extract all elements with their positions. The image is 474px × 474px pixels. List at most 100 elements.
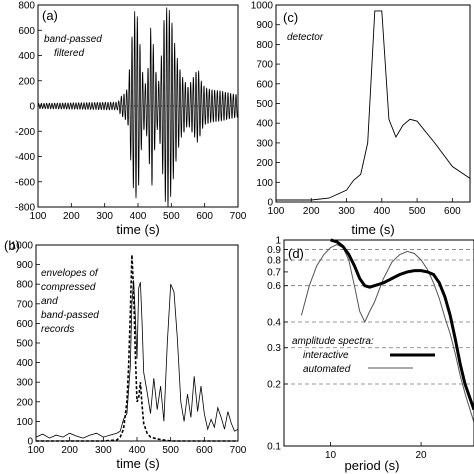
panel-b-x-tick-label: 200 — [61, 445, 78, 456]
panel-b-y-tick-label: 1000 — [11, 241, 34, 252]
panel-b-x-tick-label: 300 — [95, 445, 112, 456]
panel-d-y-tick-label: 0.3 — [267, 343, 281, 354]
panel-b-dashed-envelope — [36, 254, 238, 442]
panel-a: 100 200 300 400 500 600 700 -800 -600 -400 -200 0 2… — [15, 1, 247, 238]
panel-c-x-tick-label: 600 — [444, 206, 461, 217]
panel-c-y-tick-label: 0 — [267, 198, 273, 209]
panel-b-y-tick-label: 0 — [27, 437, 33, 448]
panel-c-annotation: detector — [287, 32, 324, 43]
panel-c-y-tick-label: 300 — [256, 138, 273, 149]
panel-a-x-tick-label: 300 — [96, 211, 113, 222]
panel-a-x-axis-label: time (s) — [116, 222, 159, 237]
panel-b-y-tick-label: 200 — [16, 397, 33, 408]
panel-a-annotation-line-1: band-passed — [44, 34, 102, 45]
panel-a-x-tick-label: 600 — [196, 211, 213, 222]
panel-b-y-tick-label: 800 — [16, 280, 33, 291]
panel-b-y-tick-label: 400 — [16, 358, 33, 369]
panel-b-y-tick-label: 600 — [16, 319, 33, 330]
panel-d-y-tick-label: 0.2 — [267, 379, 281, 390]
panel-c: 100 200 300 400 500 600 010020030040050060070… — [251, 1, 471, 237]
panel-a-y-tick-label: 200 — [18, 76, 35, 87]
panel-a-y-tick-label: 0 — [29, 102, 35, 113]
panel-d-label: (d) — [288, 246, 304, 261]
panel-a-x-tick-label: 500 — [163, 211, 180, 222]
panel-d-legend-label-automated: automated — [303, 364, 351, 375]
panel-b-annotation-line-1: envelopes of — [41, 268, 99, 279]
panel-d: 10 20 0.1 0.2 0.3 0.4 0.6 0.70.80.91 (d) ampli… — [267, 236, 474, 473]
panel-d-frame — [283, 239, 474, 447]
panel-d-legend-title: amplitude spectra: — [292, 336, 374, 347]
panel-c-y-tick-label: 700 — [256, 60, 273, 71]
panel-a-y-tick-label: -400 — [15, 152, 35, 163]
panel-c-x-tick-label: 500 — [409, 206, 426, 217]
panel-c-x-tick-label: 400 — [373, 206, 390, 217]
panel-d-y-ticks: 0.1 0.2 0.3 0.4 0.6 0.70.80.91 — [267, 236, 288, 453]
panel-a-y-tick-label: 400 — [18, 51, 35, 62]
panel-d-interactive-curve — [330, 238, 474, 411]
panel-d-x-tick-label: 20 — [416, 450, 428, 461]
panel-d-y-tick-label: 0.9 — [267, 245, 281, 256]
panel-d-y-tick-label: 0.1 — [267, 442, 281, 453]
panel-d-y-tick-label: 1 — [275, 236, 281, 247]
panel-c-detector-curve — [276, 10, 471, 201]
panel-b-y-tick-label: 900 — [16, 260, 33, 271]
panel-b-x-tick-label: 700 — [230, 445, 247, 456]
panel-a-y-tick-label: 800 — [18, 1, 35, 12]
panel-b-y-ticks: 0 100 200 300 400 500 600 700 800 900 1000 — [11, 241, 40, 448]
panel-c-y-tick-label: 600 — [256, 79, 273, 90]
panel-b-x-tick-label: 100 — [28, 445, 45, 456]
panel-d-x-tick-label: 10 — [325, 450, 337, 461]
panel-c-label: (c) — [283, 10, 298, 25]
panel-a-annotation-line-2: filtered — [54, 48, 84, 59]
panel-b-annotation-line-3: and — [41, 296, 58, 307]
panel-d-y-tick-label: 0.8 — [267, 255, 281, 266]
panel-b-solid-envelope — [35, 280, 239, 439]
panel-c-x-tick-label: 300 — [338, 206, 355, 217]
panel-d-y-tick-label: 0.7 — [267, 267, 281, 278]
panel-a-y-tick-label: -800 — [15, 203, 35, 214]
panel-d-y-tick-label: 0.6 — [267, 281, 281, 292]
panel-a-x-tick-label: 100 — [30, 211, 47, 222]
panel-b-x-tick-label: 600 — [196, 445, 213, 456]
panel-b-x-tick-label: 400 — [129, 445, 146, 456]
panel-a-x-ticks: 100 200 300 400 500 600 700 — [30, 203, 247, 222]
panel-b-x-ticks: 100 200 300 400 500 600 700 — [28, 437, 247, 456]
panel-a-y-tick-label: -200 — [15, 127, 35, 138]
panel-b: 100 200 300 400 500 600 700 010020030040050060… — [4, 238, 247, 471]
panel-b-x-axis-label: time (s) — [116, 456, 159, 471]
panel-b-annotation-line-2: compressed — [41, 282, 96, 293]
panel-b-x-tick-label: 500 — [162, 445, 179, 456]
panel-b-y-tick-label: 300 — [16, 378, 33, 389]
panel-c-y-tick-label: 900 — [256, 20, 273, 31]
panel-c-y-tick-label: 200 — [256, 158, 273, 169]
panel-a-x-tick-label: 700 — [230, 211, 247, 222]
panel-b-y-tick-label: 500 — [16, 339, 33, 350]
panel-b-y-tick-label: 100 — [16, 417, 33, 428]
panel-a-y-ticks: -800 -600 -400 -200 0 200 400 600 800 — [15, 1, 42, 214]
panel-a-waveform — [37, 7, 239, 208]
panel-b-y-tick-label: 700 — [16, 299, 33, 310]
panel-c-y-tick-label: 800 — [256, 40, 273, 51]
panel-c-x-axis-label: time (s) — [351, 222, 394, 237]
panel-c-x-ticks: 100 200 300 400 500 600 — [268, 198, 461, 217]
panel-d-x-axis-label: period (s) — [345, 458, 400, 473]
panel-b-annotation-line-4: band-passed — [41, 310, 99, 321]
panel-c-y-tick-label: 500 — [256, 99, 273, 110]
panel-a-x-tick-label: 200 — [63, 211, 80, 222]
panel-a-y-tick-label: -600 — [15, 177, 35, 188]
panel-b-annotation-line-5: records — [41, 324, 74, 335]
panel-c-x-tick-label: 200 — [303, 206, 320, 217]
panel-c-y-ticks: 0 100 200 300 400 500 600 700 800 900 1000 — [251, 1, 280, 209]
panel-c-y-tick-label: 1000 — [251, 1, 274, 12]
panel-a-x-tick-label: 400 — [130, 211, 147, 222]
panel-c-y-tick-label: 400 — [256, 119, 273, 130]
panel-c-y-tick-label: 100 — [256, 178, 273, 189]
panel-a-label: (a) — [42, 8, 58, 23]
panel-d-y-tick-label: 0.4 — [267, 317, 281, 328]
panel-d-automated-curve — [300, 244, 474, 423]
panel-c-x-tick-label: 100 — [268, 206, 285, 217]
panel-b-label: (b) — [4, 238, 20, 253]
panel-a-y-tick-label: 600 — [18, 26, 35, 37]
panel-d-x-ticks: 10 20 — [325, 442, 427, 461]
